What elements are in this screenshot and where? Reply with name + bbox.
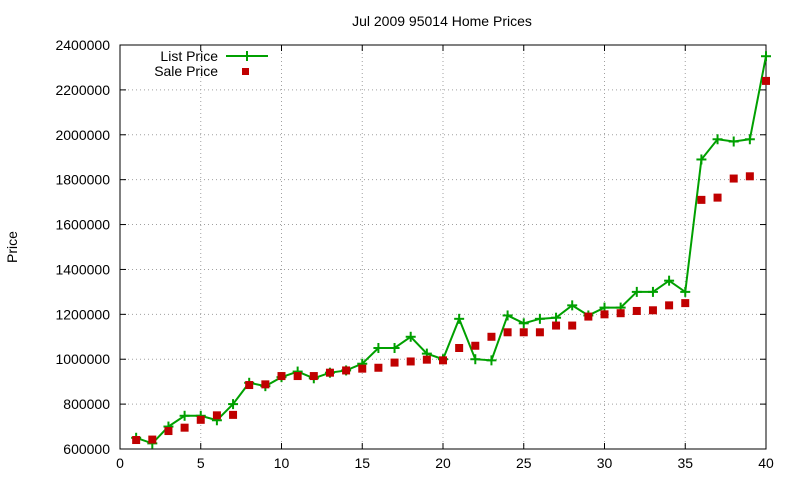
axis-ticks: 0 5 10 15 20 25 30 35 40 600000 800000 1000000 12000… bbox=[55, 37, 774, 471]
point-sale-price bbox=[196, 415, 205, 424]
point-list-price bbox=[470, 354, 481, 365]
point-sale-price bbox=[745, 172, 754, 181]
point-sale-price bbox=[471, 341, 480, 350]
point-list-price bbox=[712, 134, 723, 145]
point-sale-price bbox=[697, 195, 706, 204]
point-sale-price bbox=[180, 423, 189, 432]
chart-title: Jul 2009 95014 Home Prices bbox=[352, 13, 532, 29]
series-sale-price bbox=[132, 76, 770, 445]
series-list-price bbox=[131, 51, 771, 449]
legend-label-list-price: List Price bbox=[160, 48, 218, 64]
point-sale-price bbox=[277, 372, 286, 381]
point-sale-price bbox=[358, 364, 367, 373]
point-list-price bbox=[502, 310, 513, 321]
series bbox=[131, 51, 771, 449]
x-tick-label: 30 bbox=[597, 455, 613, 471]
point-list-price bbox=[696, 154, 707, 165]
point-sale-price bbox=[535, 328, 544, 337]
point-sale-price bbox=[600, 310, 609, 319]
grid bbox=[120, 45, 766, 449]
point-sale-price bbox=[229, 410, 238, 419]
x-tick-label: 20 bbox=[435, 455, 451, 471]
point-sale-price bbox=[261, 380, 270, 389]
point-sale-price bbox=[568, 321, 577, 330]
point-list-price bbox=[551, 312, 562, 323]
point-list-price bbox=[567, 300, 578, 311]
point-list-price bbox=[744, 134, 755, 145]
y-axis-label: Price bbox=[4, 231, 20, 263]
point-sale-price bbox=[422, 355, 431, 364]
point-list-price bbox=[680, 286, 691, 297]
point-sale-price bbox=[325, 368, 334, 377]
y-tick-label: 1600000 bbox=[55, 217, 110, 233]
point-sale-price bbox=[713, 193, 722, 202]
point-sale-price bbox=[148, 435, 157, 444]
point-sale-price bbox=[552, 321, 561, 330]
point-list-price bbox=[405, 331, 416, 342]
legend-label-sale-price: Sale Price bbox=[154, 63, 218, 79]
x-tick-label: 5 bbox=[197, 455, 205, 471]
legend: List Price Sale Price bbox=[154, 48, 268, 79]
point-list-price bbox=[373, 343, 384, 353]
point-sale-price bbox=[487, 332, 496, 341]
y-tick-label: 600000 bbox=[63, 441, 110, 457]
point-sale-price bbox=[132, 436, 141, 445]
y-tick-label: 2200000 bbox=[55, 82, 110, 98]
point-sale-price bbox=[632, 306, 641, 315]
x-tick-label: 35 bbox=[677, 455, 693, 471]
point-sale-price bbox=[665, 301, 674, 310]
legend-marker-list-price bbox=[242, 51, 252, 61]
y-tick-label: 2400000 bbox=[55, 37, 110, 53]
point-list-price bbox=[454, 313, 465, 324]
point-sale-price bbox=[245, 381, 254, 390]
point-sale-price bbox=[648, 306, 657, 315]
point-list-price bbox=[518, 318, 529, 329]
point-sale-price bbox=[374, 363, 383, 372]
y-tick-label: 2000000 bbox=[55, 127, 110, 143]
point-sale-price bbox=[342, 366, 351, 375]
y-tick-label: 1400000 bbox=[55, 261, 110, 277]
y-tick-label: 1000000 bbox=[55, 351, 110, 367]
point-list-price bbox=[179, 410, 190, 421]
y-tick-label: 800000 bbox=[63, 396, 110, 412]
point-sale-price bbox=[503, 328, 512, 337]
point-list-price bbox=[389, 343, 400, 353]
point-list-price bbox=[486, 355, 497, 366]
point-list-price bbox=[647, 286, 658, 297]
x-tick-label: 40 bbox=[758, 455, 774, 471]
x-tick-label: 15 bbox=[354, 455, 370, 471]
point-sale-price bbox=[762, 76, 770, 85]
x-tick-label: 10 bbox=[274, 455, 290, 471]
point-sale-price bbox=[390, 358, 399, 367]
x-tick-label: 0 bbox=[116, 455, 124, 471]
point-sale-price bbox=[729, 174, 738, 183]
point-sale-price bbox=[455, 344, 464, 352]
point-sale-price bbox=[439, 356, 447, 365]
point-list-price bbox=[664, 275, 675, 286]
series-line-list-price bbox=[135, 56, 767, 445]
point-sale-price bbox=[519, 328, 528, 337]
y-tick-label: 1800000 bbox=[55, 172, 110, 188]
y-tick-label: 1200000 bbox=[55, 306, 110, 322]
point-sale-price bbox=[406, 357, 415, 366]
point-sale-price bbox=[164, 427, 173, 436]
point-sale-price bbox=[293, 372, 302, 381]
point-sale-price bbox=[309, 372, 318, 381]
legend-marker-sale-price bbox=[242, 68, 249, 75]
point-list-price bbox=[631, 286, 642, 297]
point-list-price bbox=[761, 51, 771, 62]
point-sale-price bbox=[584, 312, 593, 321]
x-tick-label: 25 bbox=[516, 455, 532, 471]
point-list-price bbox=[728, 136, 739, 147]
point-list-price bbox=[228, 399, 239, 410]
point-sale-price bbox=[616, 309, 625, 318]
point-list-price bbox=[534, 313, 545, 324]
point-sale-price bbox=[212, 411, 221, 420]
point-sale-price bbox=[681, 299, 690, 308]
